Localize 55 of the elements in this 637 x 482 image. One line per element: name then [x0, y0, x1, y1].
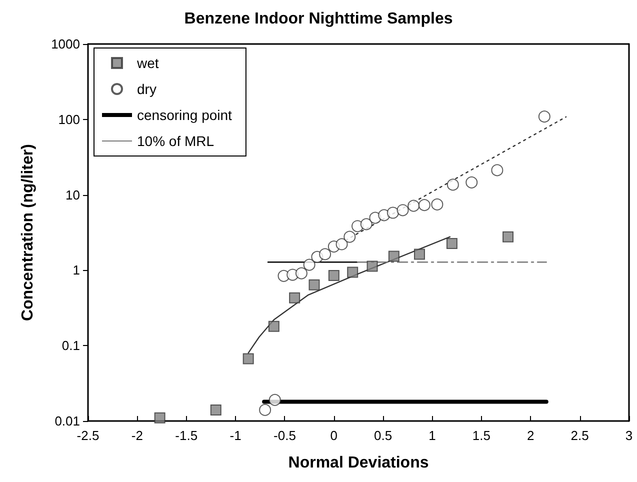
x-tick-label: 1.5	[472, 428, 490, 443]
point	[414, 248, 425, 260]
point	[154, 412, 166, 424]
point	[210, 404, 222, 416]
legend-label: wet	[136, 55, 159, 71]
x-tick-label: 3	[625, 428, 633, 443]
x-tick-label: -0.5	[274, 428, 296, 443]
point	[446, 238, 458, 249]
x-axis-title: Normal Deviations	[288, 454, 429, 472]
x-tick-label: 2	[527, 428, 534, 443]
x-tick-label: -2.5	[76, 428, 100, 443]
chart-title: Benzene Indoor Nighttime Samples	[184, 10, 453, 28]
point	[328, 270, 340, 282]
x-tick-label: -1	[230, 428, 242, 443]
x-tick-label: 0	[330, 428, 338, 443]
point	[259, 404, 272, 416]
point	[303, 258, 316, 271]
point	[268, 320, 280, 332]
x-tick-label: -2	[131, 428, 143, 443]
legend-label: 10% of MRL	[137, 133, 214, 149]
point	[386, 206, 399, 219]
point	[268, 394, 281, 406]
point	[336, 238, 348, 250]
point	[347, 266, 358, 278]
point	[538, 110, 550, 123]
point	[491, 164, 504, 176]
point	[360, 218, 372, 230]
point	[466, 176, 478, 188]
y-tick-label: 0.01	[54, 414, 80, 428]
y-axis-title: Concentration (ng/liter)	[20, 144, 36, 321]
y-tick-label: 100	[58, 112, 80, 127]
point	[418, 199, 430, 212]
point	[295, 267, 308, 280]
y-tick-label: 1000	[51, 36, 80, 52]
x-tick-label: 0.5	[374, 428, 392, 443]
point	[344, 230, 356, 243]
point	[319, 248, 332, 260]
x-tick-label: 1	[428, 428, 436, 443]
point	[446, 178, 459, 191]
legend-label: dry	[137, 81, 156, 97]
point	[308, 279, 320, 290]
point	[388, 250, 400, 262]
y-tick-label: 1	[72, 262, 80, 278]
point	[408, 200, 420, 212]
point	[502, 231, 514, 242]
y-tick-label: 0.1	[62, 338, 80, 354]
y-tick-label: 10	[66, 187, 80, 202]
point	[431, 198, 444, 210]
point	[396, 204, 409, 216]
point	[242, 353, 254, 364]
x-tick-label: 2.5	[570, 428, 589, 443]
legend-label: censoring point	[137, 107, 232, 123]
point	[366, 260, 378, 272]
point	[289, 292, 300, 304]
x-tick-label: -1.5	[175, 428, 198, 443]
